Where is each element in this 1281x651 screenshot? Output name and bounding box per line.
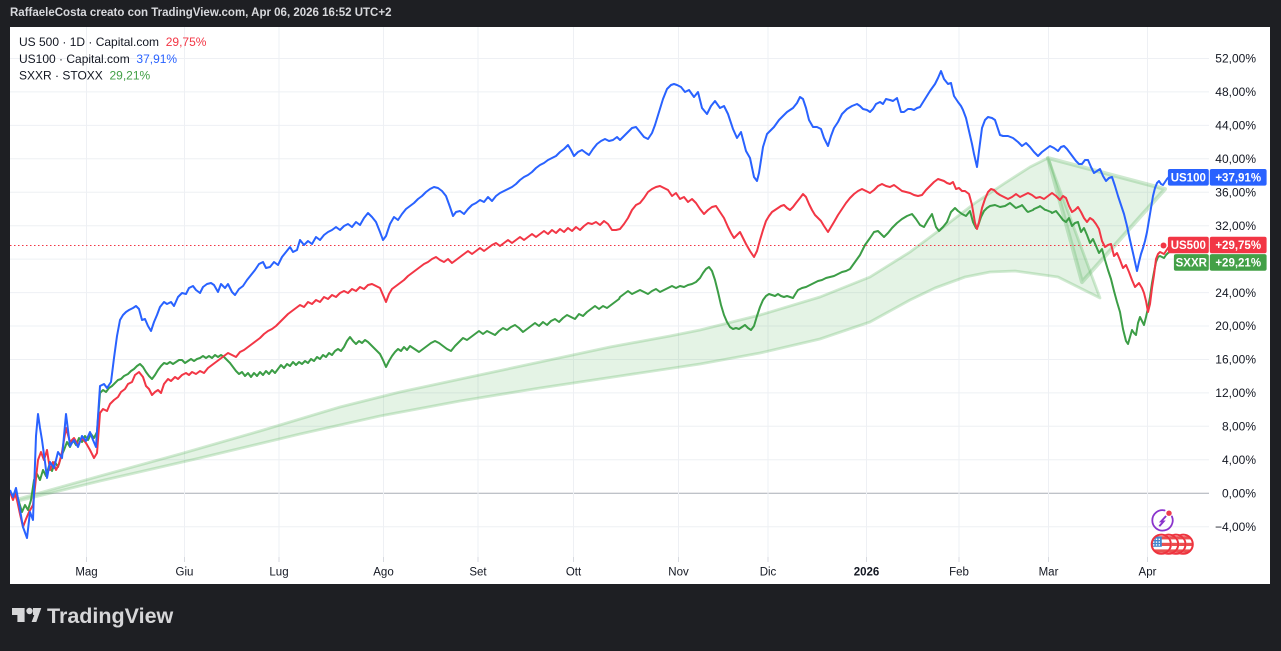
svg-text:+37,91%: +37,91% bbox=[1215, 172, 1261, 184]
svg-text:TradingView: TradingView bbox=[47, 604, 174, 628]
svg-text:4,00%: 4,00% bbox=[1222, 453, 1256, 467]
svg-text:Ott: Ott bbox=[566, 567, 582, 579]
svg-text:SXXR · STOXX 29,21%: SXXR · STOXX 29,21% bbox=[19, 69, 150, 83]
svg-text:Ago: Ago bbox=[373, 567, 393, 579]
svg-text:16,00%: 16,00% bbox=[1215, 353, 1256, 367]
svg-text:+29,75%: +29,75% bbox=[1215, 240, 1261, 252]
svg-text:44,00%: 44,00% bbox=[1215, 119, 1256, 133]
svg-text:Nov: Nov bbox=[668, 567, 689, 579]
svg-text:Mag: Mag bbox=[75, 567, 97, 579]
svg-text:Feb: Feb bbox=[949, 567, 969, 579]
svg-text:+29,21%: +29,21% bbox=[1215, 258, 1261, 270]
svg-text:US 500 · 1D · Capital.com 29,: US 500 · 1D · Capital.com 29,75% bbox=[19, 35, 207, 49]
svg-text:Lug: Lug bbox=[269, 567, 288, 579]
svg-text:US500: US500 bbox=[1171, 240, 1206, 252]
svg-text:0,00%: 0,00% bbox=[1222, 486, 1256, 500]
svg-text:48,00%: 48,00% bbox=[1215, 85, 1256, 99]
svg-text:40,00%: 40,00% bbox=[1215, 152, 1256, 166]
svg-text:36,00%: 36,00% bbox=[1215, 186, 1256, 200]
svg-text:US100: US100 bbox=[1171, 172, 1206, 184]
svg-text:Set: Set bbox=[469, 567, 487, 579]
svg-text:12,00%: 12,00% bbox=[1215, 386, 1256, 400]
svg-text:Giu: Giu bbox=[176, 567, 194, 579]
svg-text:Mar: Mar bbox=[1039, 567, 1059, 579]
svg-text:Dic: Dic bbox=[760, 567, 777, 579]
svg-text:52,00%: 52,00% bbox=[1215, 52, 1256, 66]
svg-text:−4,00%: −4,00% bbox=[1215, 520, 1256, 534]
svg-text:32,00%: 32,00% bbox=[1215, 219, 1256, 233]
svg-text:24,00%: 24,00% bbox=[1215, 286, 1256, 300]
svg-text:8,00%: 8,00% bbox=[1222, 420, 1256, 434]
svg-text:Apr: Apr bbox=[1139, 567, 1157, 579]
svg-text:20,00%: 20,00% bbox=[1215, 319, 1256, 333]
svg-text:US100 · Capital.com 37,91%: US100 · Capital.com 37,91% bbox=[19, 52, 177, 66]
svg-text:2026: 2026 bbox=[854, 567, 880, 579]
svg-text:SXXR: SXXR bbox=[1176, 258, 1208, 270]
